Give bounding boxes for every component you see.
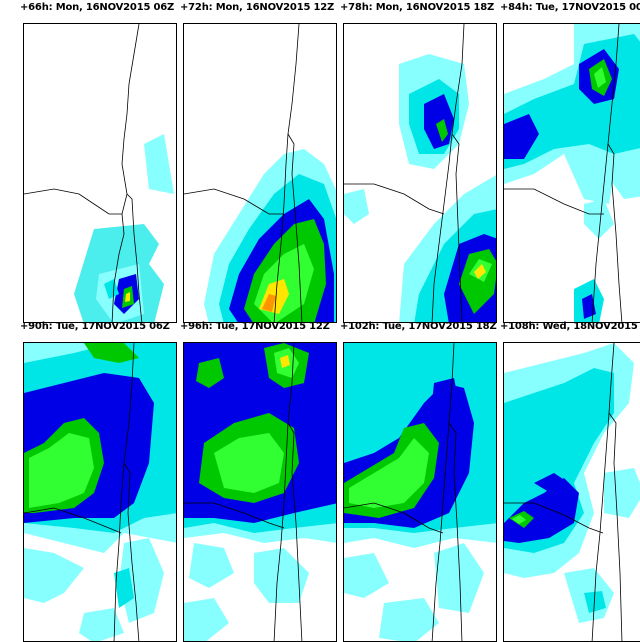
panel-title: +66h: Mon, 16NOV2015 06Z [20, 2, 175, 13]
forecast-panel-102h: +102h: Tue, 17NOV2015 18Z [340, 321, 497, 642]
panel-title: +108h: Wed, 18NOV2015 00Z [500, 321, 640, 332]
forecast-panel-78h: +78h: Mon, 16NOV2015 18Z [340, 2, 497, 323]
precipitation-map [503, 342, 640, 642]
panel-title: +96h: Tue, 17NOV2015 12Z [180, 321, 330, 332]
precipitation-map [23, 342, 177, 642]
panel-title: +102h: Tue, 17NOV2015 18Z [340, 321, 497, 332]
forecast-panel-108h: +108h: Wed, 18NOV2015 00Z [500, 321, 640, 642]
forecast-panel-90h: +90h: Tue, 17NOV2015 06Z [20, 321, 177, 642]
precipitation-map [343, 342, 497, 642]
forecast-panel-96h: +96h: Tue, 17NOV2015 12Z [180, 321, 337, 642]
forecast-panel-72h: +72h: Mon, 16NOV2015 12Z [180, 2, 337, 323]
precipitation-map [183, 342, 337, 642]
forecast-panel-66h: +66h: Mon, 16NOV2015 06Z [20, 2, 177, 323]
panel-title: +78h: Mon, 16NOV2015 18Z [340, 2, 495, 13]
precipitation-map [183, 23, 337, 323]
panel-title: +84h: Tue, 17NOV2015 00Z [500, 2, 640, 13]
precipitation-map [343, 23, 497, 323]
forecast-panel-84h: +84h: Tue, 17NOV2015 00Z [500, 2, 640, 323]
precipitation-map [503, 23, 640, 323]
panel-title: +72h: Mon, 16NOV2015 12Z [180, 2, 335, 13]
panel-title: +90h: Tue, 17NOV2015 06Z [20, 321, 170, 332]
precipitation-map [23, 23, 177, 323]
